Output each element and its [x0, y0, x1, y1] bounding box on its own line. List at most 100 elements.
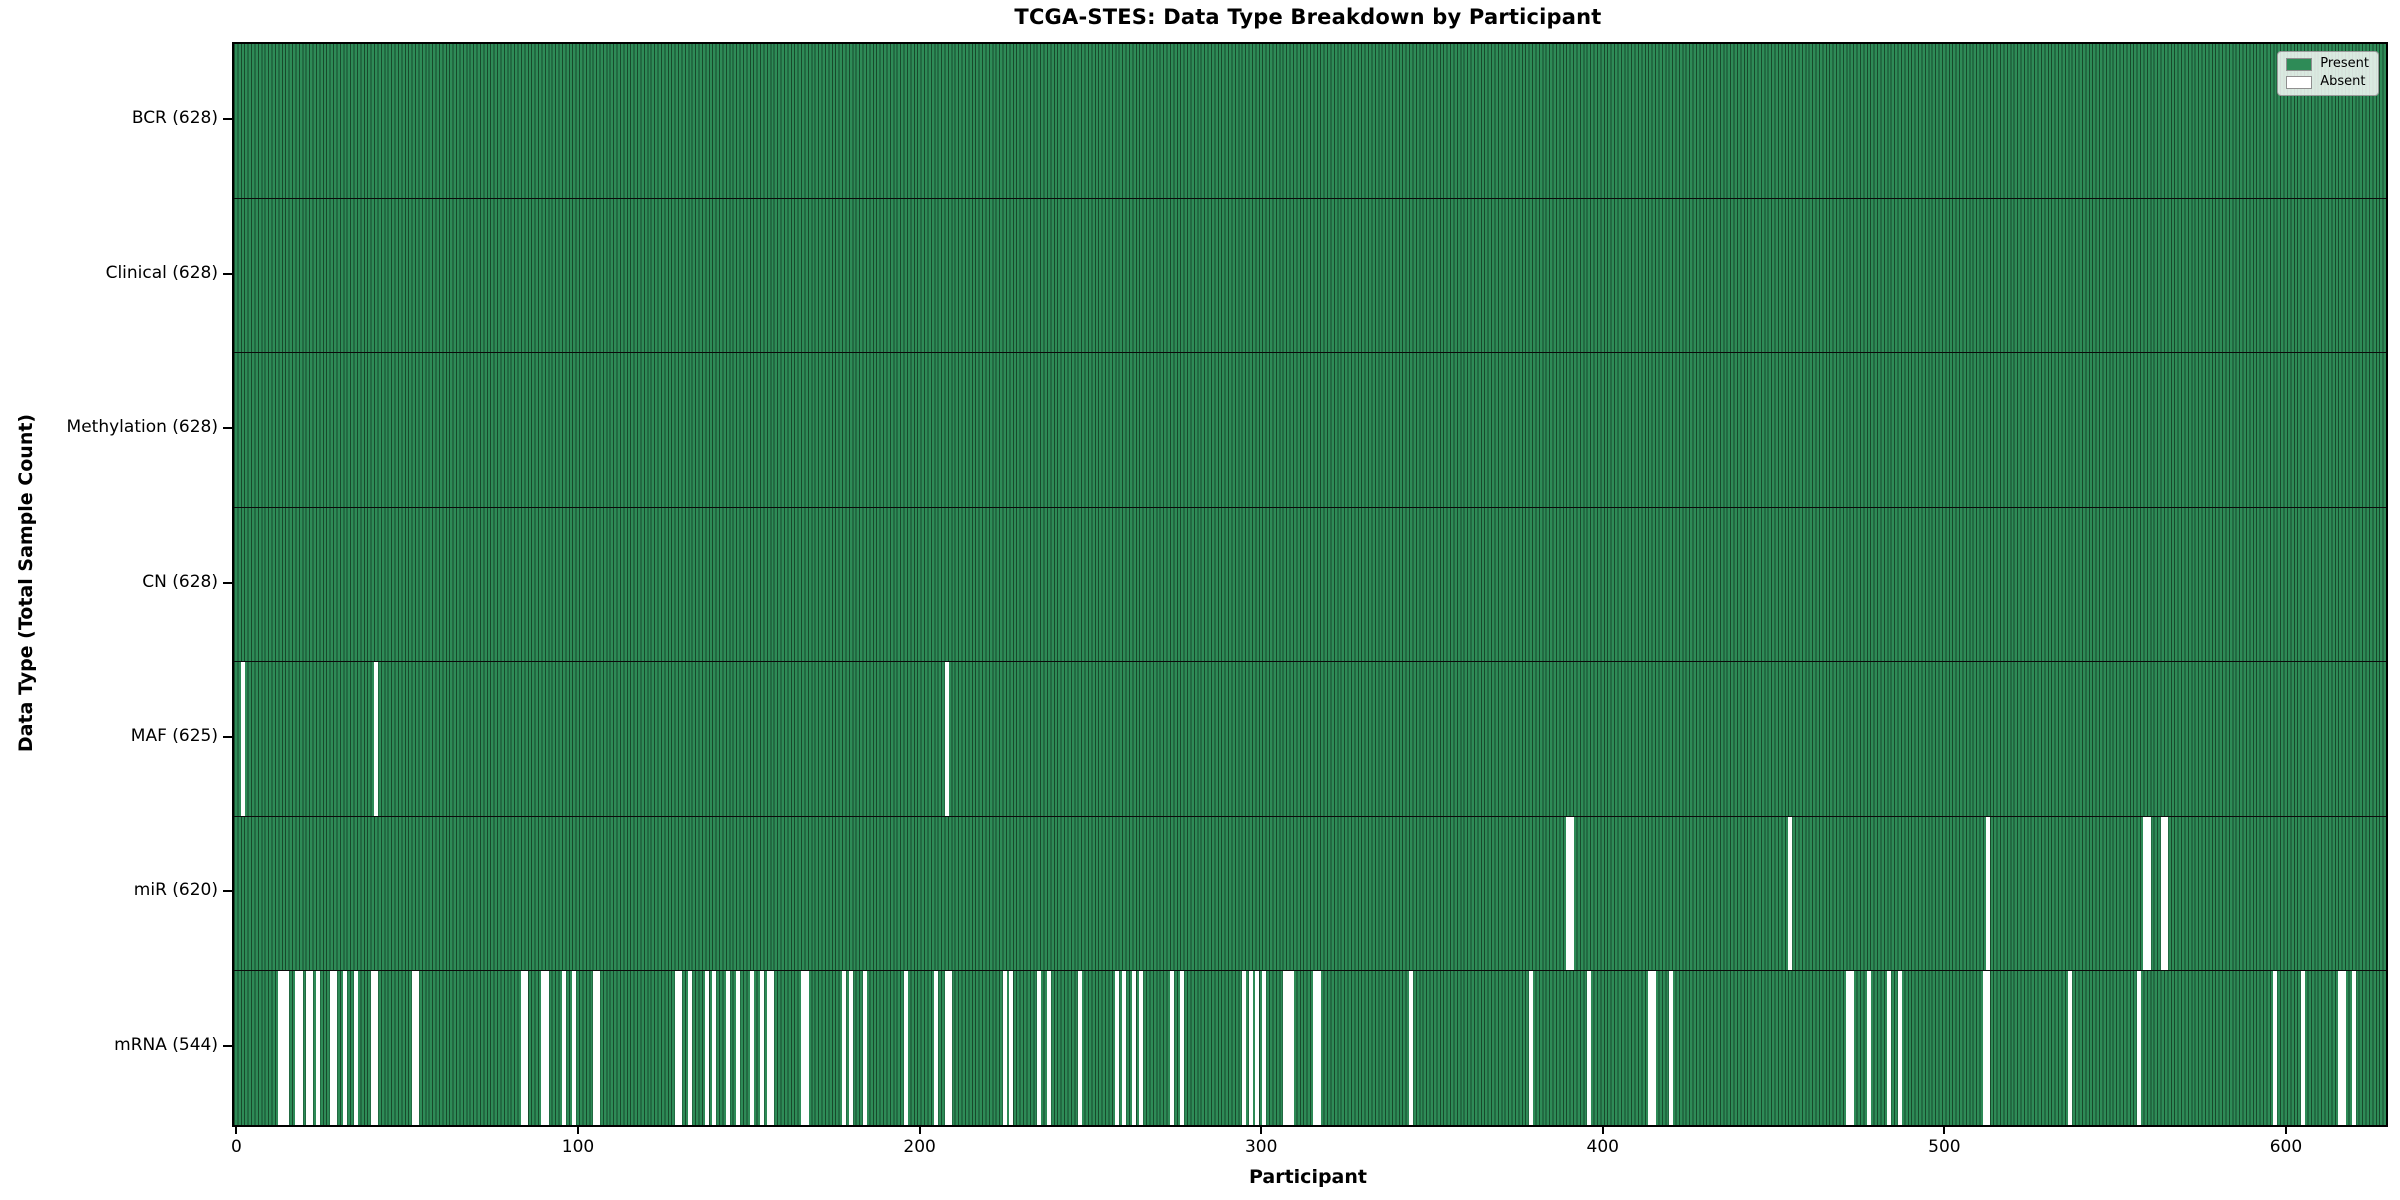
absent-gap: [1887, 970, 1892, 1125]
absent-gap: [1132, 970, 1137, 1125]
row-BCR: [234, 44, 2386, 199]
absent-gap: [712, 970, 717, 1125]
absent-gap: [2143, 816, 2148, 971]
absent-gap: [524, 970, 529, 1125]
absent-gap: [842, 970, 847, 1125]
absent-gap: [736, 970, 741, 1125]
x-tick-mark: [1943, 1125, 1946, 1134]
absent-gap: [561, 970, 567, 1125]
absent-gap: [1286, 970, 1291, 1125]
absent-gap: [295, 970, 300, 1125]
absent-gap: [688, 970, 693, 1125]
row-Methylation: [234, 352, 2386, 508]
chart-title: TCGA-STES: Data Type Breakdown by Partic…: [1014, 5, 1602, 29]
x-tick-mark: [577, 1125, 580, 1134]
absent-gap: [572, 970, 577, 1125]
absent-gap: [1255, 970, 1260, 1125]
legend-label: Absent: [2320, 74, 2366, 89]
absent-gap: [544, 970, 549, 1125]
absent-gap: [1046, 970, 1052, 1125]
absent-gap: [1115, 970, 1120, 1125]
row-divider: [234, 352, 2386, 354]
absent-gap: [374, 661, 379, 817]
absent-gap: [592, 970, 597, 1125]
row-divider: [234, 506, 2386, 508]
x-tick-mark: [235, 1125, 238, 1134]
absent-gap: [315, 970, 321, 1125]
absent-gap: [804, 970, 809, 1125]
absent-gap: [2338, 970, 2343, 1125]
absent-gap: [766, 970, 771, 1125]
absent-gap: [944, 661, 949, 817]
absent-gap: [285, 970, 290, 1125]
absent-gap: [862, 970, 867, 1125]
absent-gap: [1316, 970, 1321, 1125]
absent-gap: [240, 661, 245, 817]
absent-gap: [1036, 970, 1041, 1125]
y-tick-mark: [223, 272, 232, 275]
presence-matrix: [234, 44, 2386, 1125]
row-mRNA: [234, 970, 2386, 1125]
absent-gap: [1586, 970, 1591, 1125]
absent-gap: [2136, 970, 2141, 1125]
row-divider: [234, 815, 2386, 817]
absent-gap: [760, 970, 765, 1125]
absent-gap: [1986, 816, 1991, 971]
row-CN: [234, 507, 2386, 662]
absent-gap: [2160, 816, 2165, 971]
legend-swatch-icon: [2286, 75, 2313, 89]
x-tick-label: 100: [561, 1137, 595, 1157]
absent-gap: [903, 970, 908, 1125]
y-tick-label-MAF: MAF (625): [130, 725, 218, 746]
absent-gap: [1002, 970, 1007, 1125]
absent-gap: [2146, 816, 2151, 971]
absent-gap: [353, 970, 358, 1125]
legend-swatch-icon: [2286, 57, 2313, 71]
absent-gap: [596, 970, 601, 1125]
absent-gap: [374, 970, 379, 1125]
absent-gap: [678, 970, 683, 1125]
absent-gap: [1122, 970, 1127, 1125]
x-tick-label: 200: [903, 1137, 936, 1157]
y-tick-label-mRNA: mRNA (544): [114, 1034, 218, 1055]
absent-gap: [801, 970, 806, 1125]
absent-gap: [1009, 970, 1014, 1125]
absent-gap: [1668, 970, 1673, 1125]
absent-gap: [848, 970, 853, 1125]
absent-gap: [1289, 970, 1294, 1125]
absent-gap: [749, 970, 754, 1125]
x-tick-label: 500: [1928, 1137, 1961, 1157]
absent-gap: [1569, 816, 1574, 971]
absent-gap: [1846, 970, 1851, 1125]
absent-gap: [298, 970, 303, 1125]
absent-gap: [1282, 970, 1287, 1125]
absent-gap: [1313, 970, 1318, 1125]
absent-gap: [934, 970, 939, 1125]
absent-gap: [1169, 970, 1175, 1125]
absent-gap: [674, 970, 679, 1125]
absent-gap: [1982, 970, 1988, 1125]
absent-gap: [1651, 970, 1656, 1125]
absent-gap: [705, 970, 710, 1125]
absent-gap: [944, 970, 949, 1125]
y-tick-mark: [223, 427, 232, 430]
x-tick-label: 300: [1244, 1137, 1278, 1157]
y-tick-label-CN: CN (628): [142, 571, 218, 592]
y-tick-mark: [223, 1044, 232, 1047]
absent-gap: [1139, 970, 1144, 1125]
absent-gap: [1241, 970, 1246, 1125]
absent-gap: [947, 970, 952, 1125]
absent-gap: [2163, 816, 2169, 971]
absent-gap: [1262, 970, 1267, 1125]
absent-gap: [281, 970, 286, 1125]
absent-gap: [415, 970, 420, 1125]
absent-gap: [1180, 970, 1185, 1125]
row-divider: [234, 970, 2386, 972]
x-tick-mark: [1260, 1125, 1263, 1134]
x-tick-label: 400: [1586, 1137, 1620, 1157]
x-tick-label: 0: [231, 1137, 242, 1157]
absent-gap: [343, 970, 348, 1125]
y-tick-mark: [223, 735, 232, 738]
absent-gap: [1528, 970, 1533, 1125]
